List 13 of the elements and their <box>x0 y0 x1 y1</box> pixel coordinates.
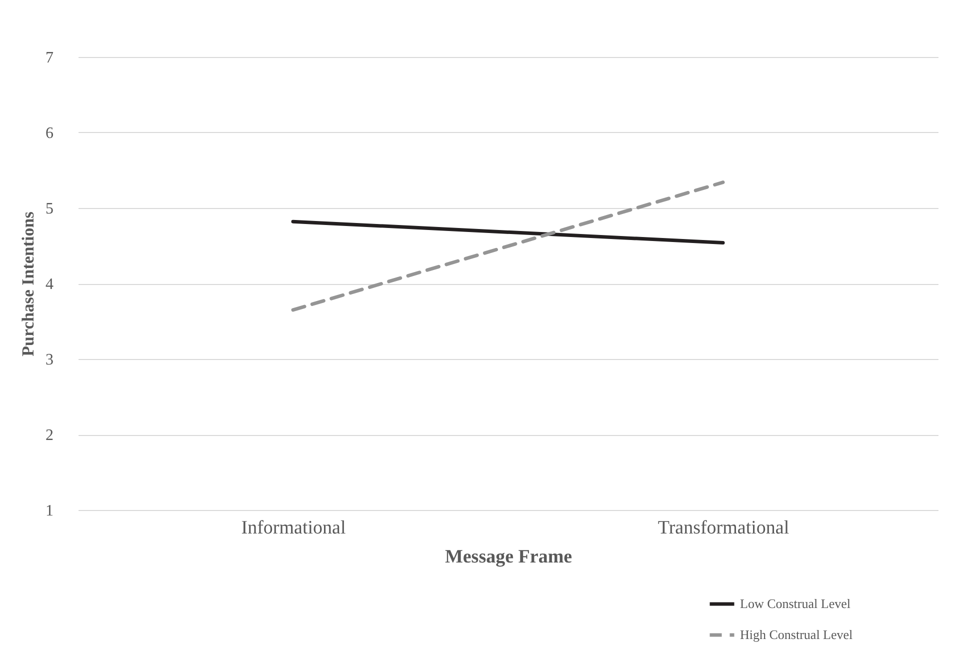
y-tick-label: 4 <box>46 276 54 293</box>
y-axis-title: Purchase Intentions <box>18 211 38 356</box>
y-tick-label: 6 <box>46 125 54 142</box>
legend-label: Low Construal Level <box>740 596 851 611</box>
legend-label: High Construal Level <box>740 627 854 642</box>
y-tick-label: 1 <box>46 502 54 520</box>
y-tick-label: 2 <box>46 427 54 444</box>
y-tick-label: 3 <box>46 352 54 368</box>
y-tick-label: 7 <box>46 50 54 66</box>
y-tick-label: 5 <box>46 200 54 218</box>
x-axis-title: Message Frame <box>444 546 572 568</box>
x-tick-label: Transformational <box>658 518 790 538</box>
x-tick-label: Informational <box>241 518 346 538</box>
